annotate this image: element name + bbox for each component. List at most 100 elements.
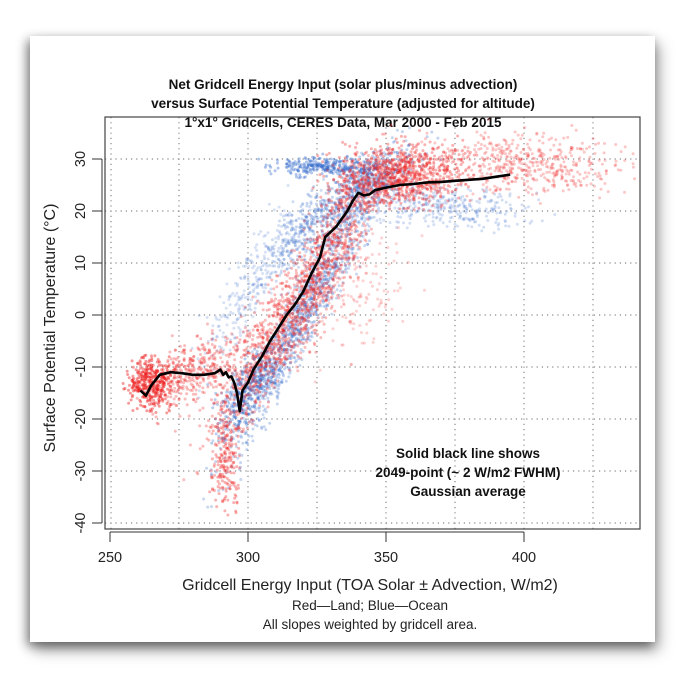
ocean-point [279,344,283,348]
ocean-point [308,314,312,318]
ocean-point [251,315,255,319]
ocean-point [297,303,301,307]
land-point [245,406,249,410]
ocean-point [277,353,281,357]
land-point [198,365,202,369]
ocean-point [320,262,323,266]
ocean-point [263,367,267,371]
ocean-point [265,363,269,367]
ocean-point [218,328,222,332]
ocean-point [310,309,314,312]
land-point [244,364,248,368]
land-point [251,334,255,337]
ocean-point [349,243,353,247]
ocean-point [290,333,294,336]
ocean-point [264,382,268,386]
land-point [309,255,313,259]
land-point [168,350,172,354]
ocean-point [263,332,267,336]
ocean-point [291,219,295,223]
ocean-point [224,415,228,419]
ocean-point [257,345,261,349]
ocean-point [293,351,296,355]
ocean-point [291,312,295,315]
ocean-point [247,386,251,390]
land-point [242,353,246,357]
ocean-point [338,163,342,167]
land-point [162,390,166,394]
ocean-point [265,361,268,365]
land-point [305,269,309,273]
land-point [233,368,237,372]
land-point [214,375,218,379]
land-point [273,338,276,342]
ocean-point [257,388,261,392]
ocean-point [273,364,277,368]
ocean-point [311,297,315,301]
ocean-point [275,323,279,327]
ocean-point [253,246,257,249]
ocean-point [327,277,331,281]
land-point [232,353,236,357]
ocean-point [253,374,257,378]
ocean-point [236,419,240,423]
land-point [208,351,212,355]
land-point [141,404,145,408]
ocean-point [271,347,275,351]
ocean-point [332,272,336,276]
ocean-point [308,287,312,290]
ocean-point [314,278,318,282]
ocean-point [299,335,303,338]
ocean-point [247,282,251,286]
ocean-point [270,342,274,346]
ocean-point [310,171,314,175]
ocean-point [237,382,241,386]
ocean-point [523,206,527,210]
ocean-point [283,358,287,362]
ocean-point [283,226,287,230]
land-point [219,365,223,369]
ocean-point [359,203,363,207]
ocean-point [229,394,233,398]
land-point [251,295,255,299]
ocean-point [386,146,390,149]
ocean-point [282,218,286,222]
land-point [270,372,274,376]
ocean-point [325,271,329,275]
ocean-point [306,192,310,196]
ocean-point [242,394,246,398]
ocean-point [301,333,305,337]
ocean-point [500,198,504,202]
ocean-point [393,150,397,154]
land-point [236,379,240,383]
ocean-point [404,209,408,213]
ocean-point [292,233,296,237]
ocean-point [290,333,294,337]
ocean-point [284,334,288,338]
ocean-point [248,407,251,411]
ocean-point [258,378,262,381]
ocean-point [382,218,386,222]
ocean-point [341,281,345,285]
ocean-point [244,399,248,403]
land-point [138,359,142,363]
ocean-point [449,203,453,207]
ocean-point [230,390,233,394]
land-point [287,354,291,358]
land-point [343,252,347,256]
ocean-point [241,441,245,445]
land-point [318,270,322,274]
ocean-point [315,281,319,285]
ocean-point [426,224,430,228]
ocean-point [255,384,259,388]
ocean-point [334,260,338,264]
ocean-point [288,356,292,360]
ocean-point [319,285,323,289]
ocean-point [241,411,245,415]
ocean-point [321,263,325,267]
land-point [209,369,213,373]
ocean-point [304,304,308,308]
ocean-point [346,253,350,257]
land-point [144,362,148,366]
land-point [257,354,261,358]
